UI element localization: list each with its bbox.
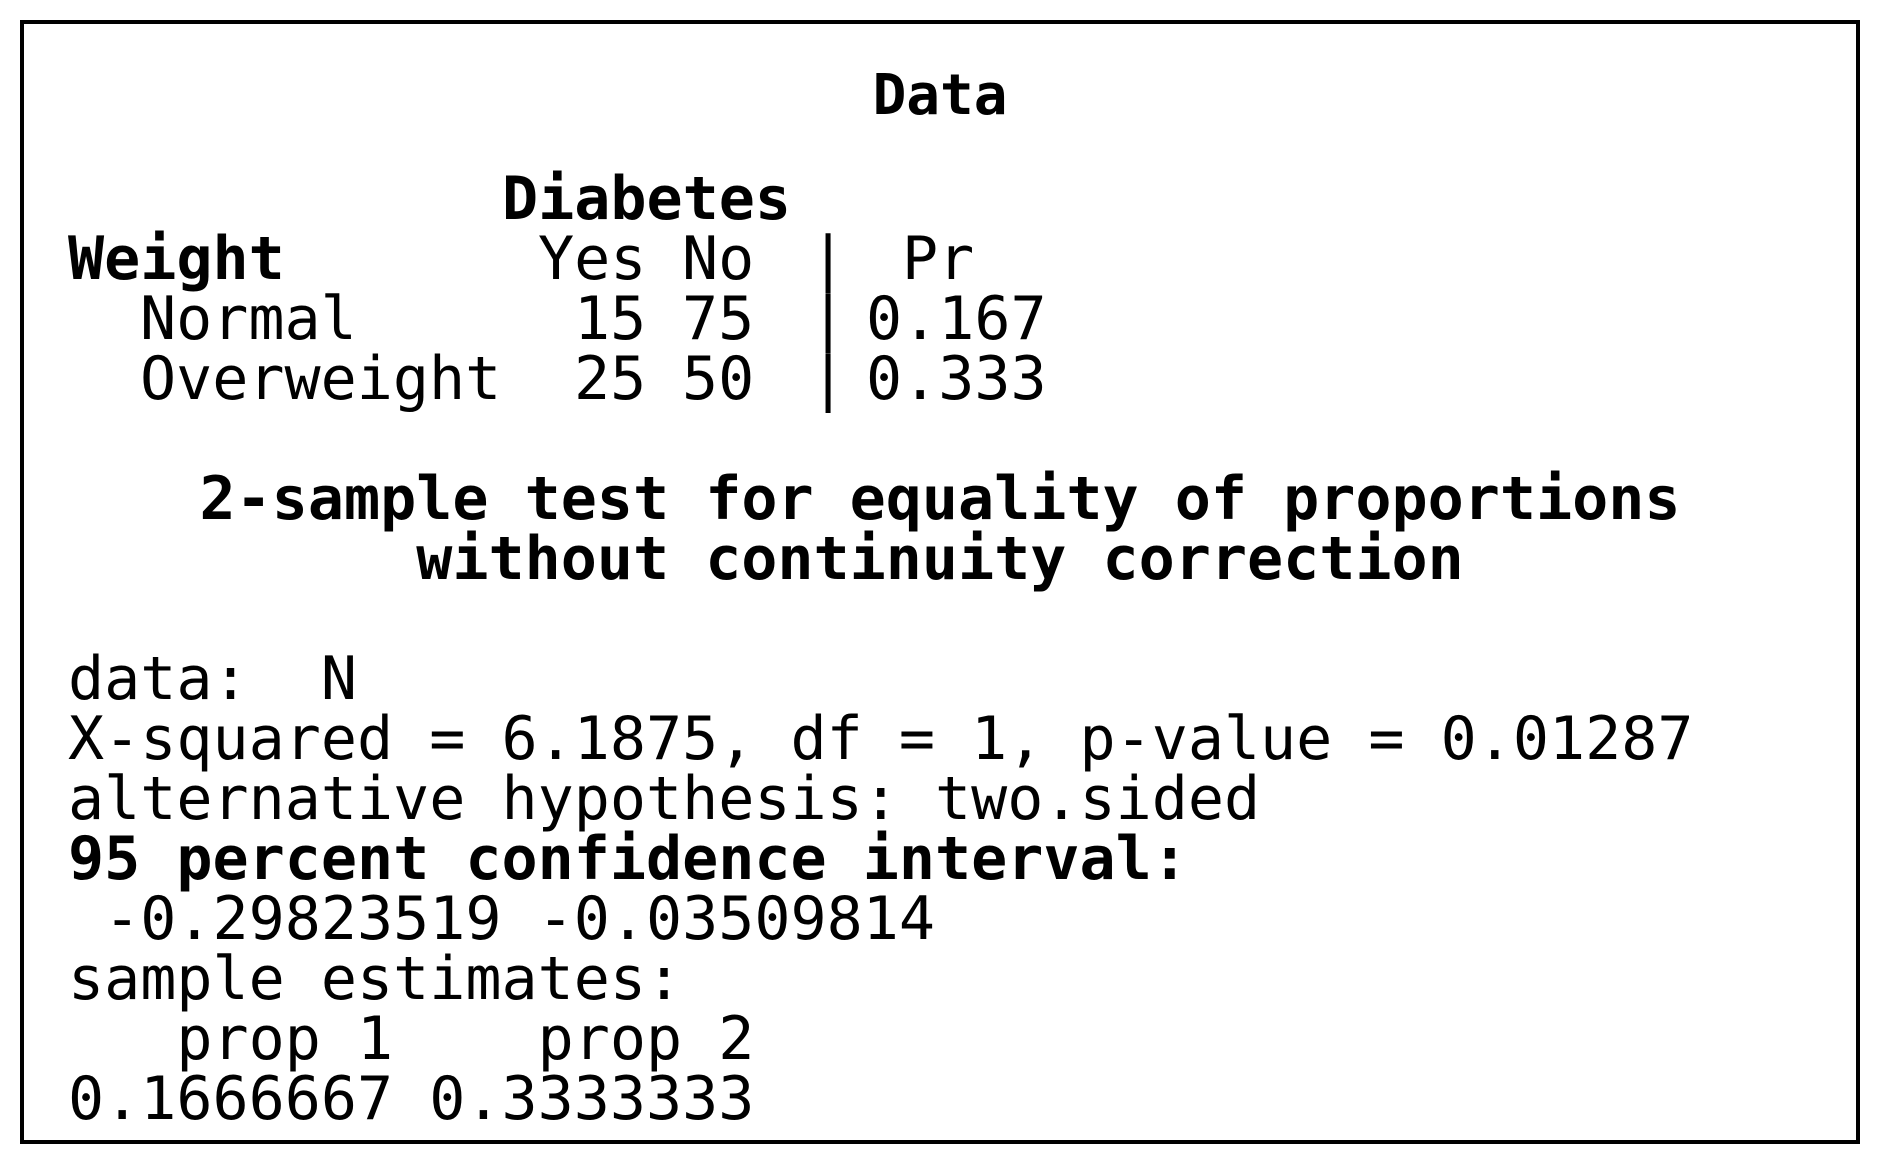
estimates-values: 0.1666667 0.3333333 (68, 1064, 755, 1134)
cell-normal-yes: 15 (574, 284, 647, 354)
estimates-labels: prop 1 prop 2 (68, 1004, 755, 1074)
cell-normal-pr: 0.167 (866, 284, 1047, 354)
estimates-heading: sample estimates: (68, 944, 683, 1014)
col-header-no: No (682, 224, 755, 294)
row-group-header: Weight (68, 224, 285, 294)
row-label-normal: Normal (140, 284, 357, 354)
test-title-line1: 2-sample test for equality of proportion… (199, 464, 1681, 534)
ci-values: -0.29823519 -0.03509814 (68, 884, 935, 954)
column-separator: | (810, 224, 847, 294)
test-title-line2: without continuity correction (416, 524, 1464, 594)
cell-overweight-pr: 0.333 (866, 344, 1047, 414)
column-separator: | (810, 284, 847, 354)
pr-header: Pr (902, 224, 975, 294)
col-group-header: Diabetes (502, 164, 791, 234)
cell-overweight-yes: 25 (574, 344, 647, 414)
cell-overweight-no: 50 (682, 344, 755, 414)
data-heading: Data (872, 63, 1008, 128)
ci-heading: 95 percent confidence interval: (68, 824, 1188, 894)
data-line: data: N (68, 644, 357, 714)
column-separator: | (810, 344, 847, 414)
cell-normal-no: 75 (682, 284, 755, 354)
row-label-overweight: Overweight (140, 344, 502, 414)
stats-line: X-squared = 6.1875, df = 1, p-value = 0.… (68, 704, 1694, 774)
alternative-line: alternative hypothesis: two.sided (68, 764, 1261, 834)
output-panel: Data Diabetes Weight Yes No | Pr Normal … (20, 20, 1860, 1144)
col-header-yes: Yes (538, 224, 647, 294)
